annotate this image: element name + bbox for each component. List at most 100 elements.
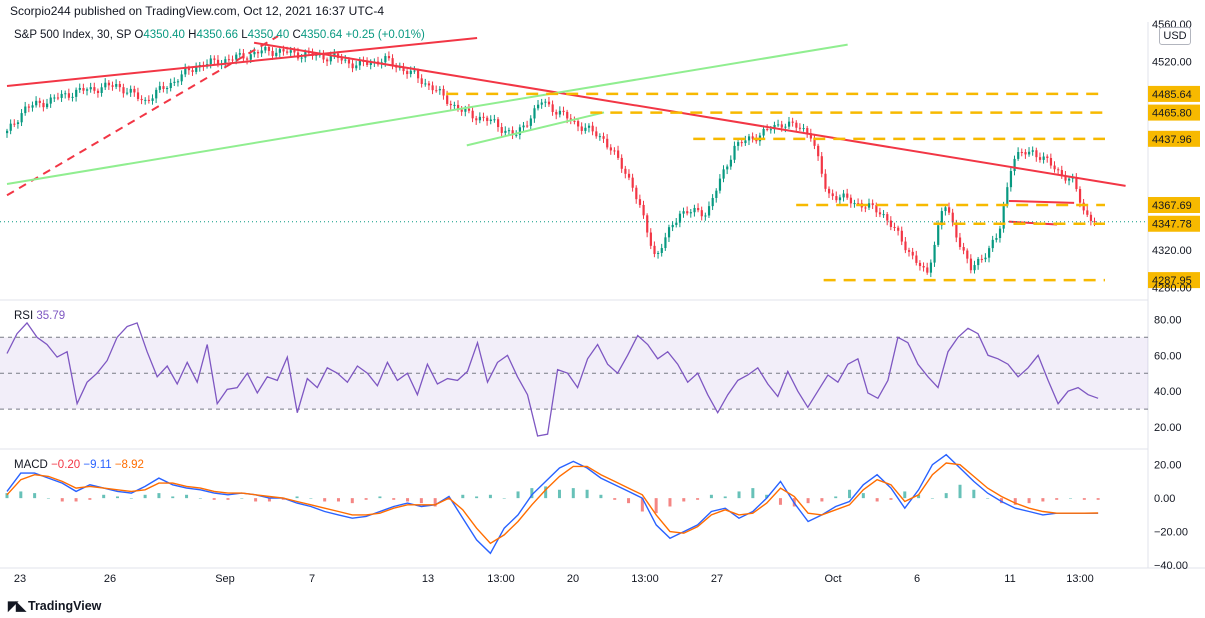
candle-body: [878, 212, 882, 215]
candle-body: [915, 255, 918, 263]
candle-body: [766, 129, 769, 131]
candle-body: [289, 50, 292, 53]
tradingview-logo[interactable]: ◤◣ TradingView: [8, 598, 101, 614]
macd-histogram-bar: [198, 498, 202, 499]
candle-body: [773, 124, 776, 130]
candle-body: [67, 93, 71, 98]
candle-body: [507, 130, 511, 132]
candle-body: [962, 246, 965, 251]
candle-body: [566, 111, 569, 119]
candle-body: [155, 89, 158, 99]
candle-body: [791, 121, 794, 123]
candle-body: [893, 226, 896, 228]
candle-body: [817, 145, 820, 157]
candle-body: [540, 102, 543, 105]
candle-body: [1031, 150, 1034, 152]
candle-body: [246, 58, 249, 60]
candle-body: [740, 142, 743, 144]
candle-body: [53, 97, 56, 99]
candle-body: [1035, 150, 1038, 158]
macd-legend: MACD −0.20 −9.11 −8.92: [14, 459, 144, 471]
candle-body: [409, 70, 412, 75]
candle-body: [216, 59, 220, 66]
candle-body: [580, 126, 583, 131]
time-tick: 27: [711, 573, 723, 585]
candle-body: [635, 187, 638, 200]
candle-body: [1082, 202, 1085, 211]
candle-body: [842, 193, 845, 198]
candle-body: [613, 150, 616, 152]
macd-tick: 0.00: [1154, 493, 1175, 505]
macd-histogram-bar: [46, 498, 50, 499]
level-label-bg: [1148, 272, 1200, 289]
macd-histogram-bar: [544, 486, 548, 499]
candle-body: [966, 250, 969, 259]
macd-histogram-bar: [185, 494, 189, 499]
candle-body: [1020, 151, 1023, 153]
macd-histogram-bar: [212, 498, 216, 500]
rsi-tick: 20.00: [1154, 422, 1182, 434]
macd-histogram-bar: [806, 498, 810, 504]
candle-body: [46, 103, 49, 108]
price-tick: 4280.00: [1152, 283, 1192, 295]
candle-body: [620, 157, 623, 169]
candle-body: [642, 204, 645, 216]
candle-body: [675, 222, 678, 225]
macd-histogram-bar: [737, 491, 741, 499]
candle-body: [624, 168, 627, 174]
level-label: 4287.95: [1152, 275, 1192, 287]
candle-body: [784, 126, 787, 128]
macd-histogram-bar: [1096, 498, 1100, 500]
macd-histogram-bar: [585, 489, 589, 499]
candle-body: [1046, 156, 1049, 158]
candle-body: [16, 122, 20, 125]
macd-histogram-bar: [640, 498, 644, 512]
candle-body: [1028, 151, 1031, 155]
macd-histogram-bar: [557, 489, 561, 499]
candle-body: [446, 95, 449, 104]
candle-body: [264, 46, 267, 51]
candle-body: [617, 150, 620, 158]
candle-body: [802, 128, 805, 130]
macd-panel: [5, 453, 1100, 555]
candle-body: [598, 136, 602, 138]
candle-body: [638, 199, 642, 205]
macd-histogram-bar: [723, 496, 727, 499]
macd-histogram-bar: [488, 494, 492, 499]
candle-body: [737, 142, 740, 146]
macd-histogram-bar: [5, 493, 9, 499]
candle-body: [384, 56, 387, 63]
candle-body: [555, 111, 558, 115]
candle-body: [1006, 187, 1009, 206]
macd-histogram-bar: [281, 498, 285, 500]
trendline: [6, 37, 478, 88]
candle-body: [769, 129, 772, 131]
candle-body: [500, 127, 503, 133]
macd-histogram-bar: [19, 491, 23, 499]
candle-body: [438, 89, 442, 91]
trendline: [253, 41, 1126, 187]
candle-body: [278, 49, 281, 53]
macd-histogram-bar: [516, 491, 520, 499]
macd-histogram-bar: [115, 496, 119, 499]
candle-body: [1060, 170, 1063, 176]
candle-body: [922, 266, 925, 268]
candle-body: [1042, 156, 1045, 160]
candle-body: [733, 145, 736, 160]
macd-histogram-bar: [848, 489, 852, 499]
candle-body: [577, 121, 580, 127]
low-label: L: [241, 29, 248, 41]
macd-histogram-bar: [530, 488, 534, 499]
trendline: [1008, 199, 1075, 204]
macd-histogram-bar: [143, 494, 147, 499]
candle-body: [369, 62, 372, 66]
rsi-tick: 60.00: [1154, 350, 1182, 362]
candle-body: [249, 54, 252, 60]
rsi-legend: RSI 35.79: [14, 310, 65, 322]
currency-button[interactable]: USD: [1159, 27, 1191, 45]
candle-body: [518, 127, 522, 135]
candle-body: [664, 237, 667, 249]
candle-body: [969, 258, 973, 271]
macd-histogram-bar: [74, 498, 78, 502]
